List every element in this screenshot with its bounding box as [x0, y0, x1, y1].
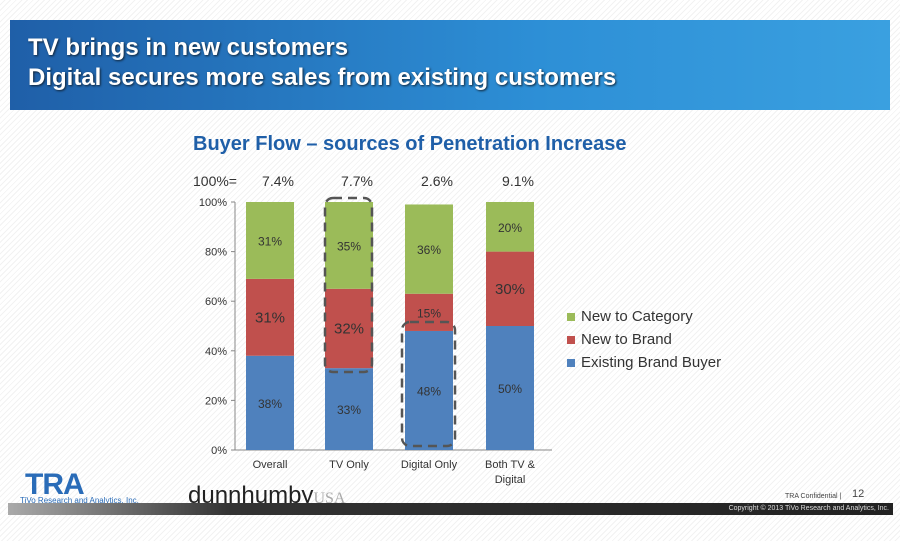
confidential-label: TRA Confidential | — [785, 493, 842, 500]
totals-label: 100%= — [193, 173, 237, 189]
data-label: 30% — [495, 281, 525, 298]
data-label: 32% — [334, 320, 364, 337]
bar-segment — [246, 202, 294, 279]
y-tick-label: 60% — [205, 296, 227, 308]
bar-segment — [486, 326, 534, 450]
data-label: 38% — [258, 397, 282, 411]
legend-swatch — [567, 335, 575, 344]
data-label: 33% — [337, 403, 361, 417]
legend-item: New to Category — [567, 308, 693, 325]
legend-label: Existing Brand Buyer — [581, 354, 722, 371]
tra-name: TiVo Research and Analytics, Inc. — [20, 496, 139, 505]
legend-item: Existing Brand Buyer — [567, 354, 721, 371]
legend-label: New to Category — [581, 308, 693, 325]
bar-segment — [405, 330, 453, 450]
chart-title: Buyer Flow – sources of Penetration Incr… — [193, 133, 627, 155]
x-tick-label: Both TV & — [485, 459, 536, 471]
bar-segment — [405, 204, 453, 294]
bar-segment — [486, 251, 534, 326]
total-label: 7.7% — [341, 173, 373, 189]
highlight-box-tv-only — [323, 196, 374, 374]
x-tick-label: Digital — [495, 474, 526, 486]
bar-segment — [246, 278, 294, 356]
y-tick-label: 100% — [199, 197, 227, 209]
bar-segment — [405, 293, 453, 331]
usa-text: USA — [313, 490, 346, 507]
header-title-line1: TV brings in new customers — [28, 34, 349, 61]
total-label: 2.6% — [421, 173, 453, 189]
bar-segment — [325, 288, 373, 369]
data-label: 31% — [255, 309, 285, 326]
x-tick-label: Digital Only — [401, 459, 458, 471]
legend-swatch — [567, 358, 575, 367]
y-tick-label: 0% — [211, 445, 227, 457]
data-label: 15% — [417, 306, 441, 320]
data-label: 36% — [417, 243, 441, 257]
total-label: 7.4% — [262, 173, 294, 189]
total-label: 9.1% — [502, 173, 534, 189]
legend-item: New to Brand — [567, 331, 672, 348]
data-label: 50% — [498, 382, 522, 396]
data-label: 20% — [498, 221, 522, 235]
y-tick-label: 20% — [205, 395, 227, 407]
bar-segment — [325, 202, 373, 289]
y-tick-label: 80% — [205, 247, 227, 259]
copyright-bar: Copyright © 2013 TiVo Research and Analy… — [8, 503, 893, 515]
legend-label: New to Brand — [581, 331, 672, 348]
bar-segment — [325, 368, 373, 450]
x-tick-label: TV Only — [329, 459, 369, 471]
page-number: 12 — [852, 488, 865, 500]
data-label: 35% — [337, 239, 361, 253]
header-banner: TV brings in new customers Digital secur… — [10, 20, 890, 110]
highlight-box-digital-only — [400, 320, 457, 448]
header-title-line2: Digital secures more sales from existing… — [28, 64, 617, 91]
data-label: 48% — [417, 384, 441, 398]
legend-swatch — [567, 312, 575, 321]
y-tick-label: 40% — [205, 346, 227, 358]
bar-segment — [486, 202, 534, 252]
bar-segment — [246, 355, 294, 450]
x-tick-label: Overall — [253, 459, 288, 471]
tra-logo: TRA — [25, 468, 85, 501]
data-label: 31% — [258, 234, 282, 248]
